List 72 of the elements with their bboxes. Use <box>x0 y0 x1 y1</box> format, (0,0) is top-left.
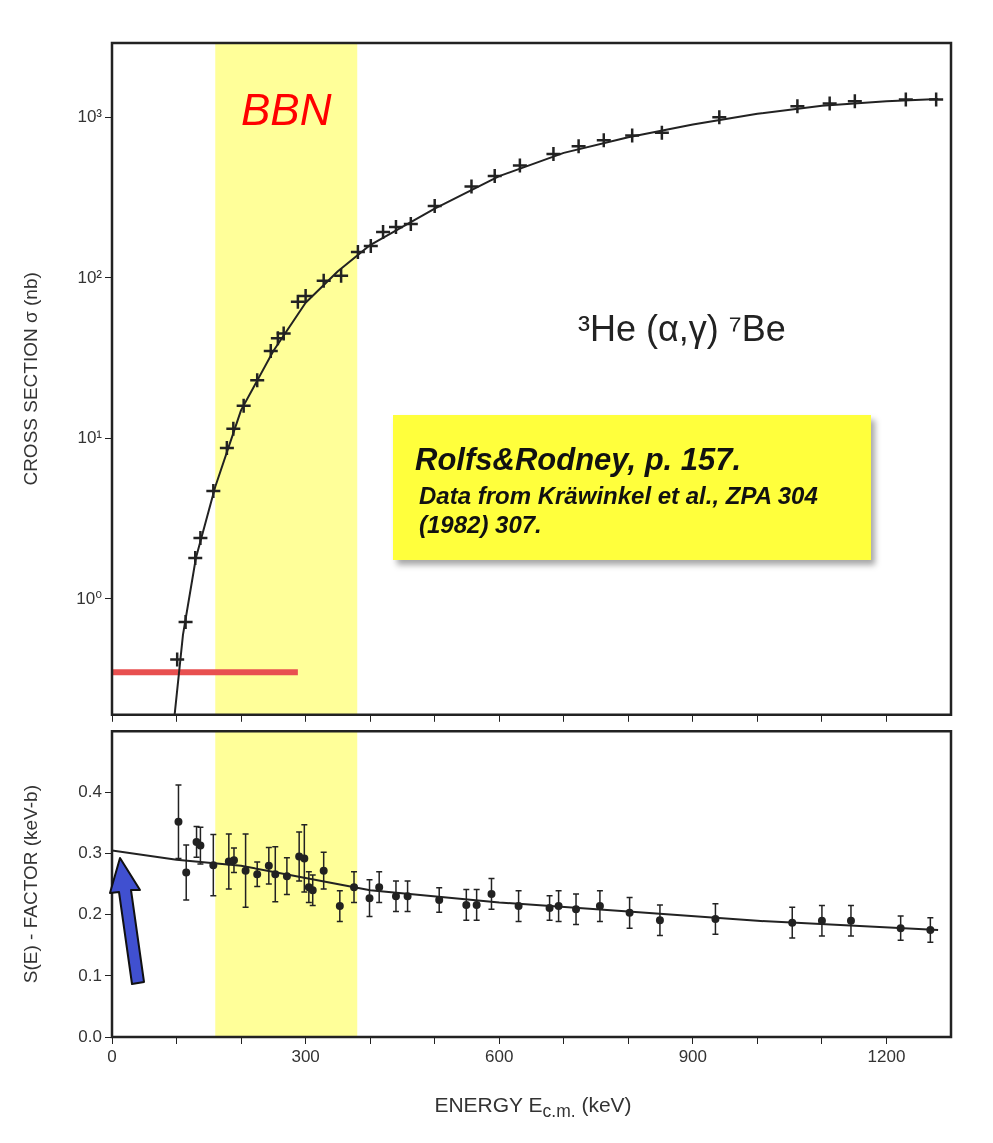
y-tick-label: 0.4 <box>78 782 102 802</box>
point <box>896 924 905 933</box>
point <box>545 903 554 912</box>
point <box>315 272 332 289</box>
point <box>545 145 562 163</box>
y-tick-label: 10⁰ <box>76 588 103 608</box>
point <box>289 293 307 310</box>
point <box>168 651 186 668</box>
point <box>625 908 634 917</box>
y-tick-label: 10² <box>77 267 103 287</box>
point <box>332 267 350 285</box>
point <box>472 900 481 909</box>
point <box>300 854 309 863</box>
point <box>897 91 915 108</box>
point <box>554 902 563 911</box>
y-axis-title: S(E) - FACTOR (keV-b) <box>19 785 41 984</box>
point <box>248 372 266 389</box>
point <box>297 287 314 305</box>
point <box>570 137 587 155</box>
point <box>846 92 864 110</box>
point <box>403 892 412 901</box>
point <box>177 613 194 631</box>
point <box>187 549 204 567</box>
point <box>362 237 380 255</box>
y-tick-label: 0.3 <box>78 843 102 863</box>
y-tick-label: 10³ <box>77 106 103 126</box>
point <box>218 439 236 457</box>
point <box>275 325 292 342</box>
point <box>711 109 728 126</box>
point <box>486 167 503 185</box>
annotation: ³He (α,γ) ⁷Be <box>578 308 786 350</box>
point <box>262 342 280 360</box>
point <box>511 157 529 174</box>
point <box>789 98 806 115</box>
x-tick-label: 1200 <box>867 1046 906 1066</box>
x-tick-label: 600 <box>485 1046 514 1066</box>
band-label: BBN <box>241 85 332 135</box>
point <box>711 914 720 923</box>
annotation: Rolfs&Rodney, p. 157. <box>415 441 743 479</box>
note-box: Rolfs&Rodney, p. 157. Data from Kräwinkel et al., ZPA 304 (1982) 307. <box>393 415 871 560</box>
point <box>235 397 252 414</box>
point <box>349 243 367 261</box>
point <box>623 127 641 144</box>
point <box>402 215 420 233</box>
point <box>514 902 523 911</box>
x-tick-label: 900 <box>678 1046 708 1066</box>
point <box>463 178 480 195</box>
point <box>205 482 222 500</box>
point <box>595 131 613 149</box>
point <box>821 95 838 112</box>
point <box>462 900 471 909</box>
x-axis-title: ENERGY E$_{c.m.}$ (keV) <box>433 1093 633 1123</box>
point <box>927 91 945 108</box>
y-tick-label: 0.2 <box>78 904 102 924</box>
point <box>926 925 935 934</box>
point <box>209 861 218 870</box>
x-tick-label: 0 <box>107 1046 117 1066</box>
point <box>653 124 671 142</box>
annotation: Data from Kräwinkel et al., ZPA 304 (1982) 307. <box>419 482 819 540</box>
point <box>387 218 405 236</box>
y-tick-label: 0.0 <box>78 1026 102 1046</box>
point <box>225 420 242 437</box>
point <box>319 866 328 875</box>
y-tick-label: 0.1 <box>78 965 102 985</box>
point <box>174 817 183 826</box>
point <box>426 197 443 215</box>
y-axis-title: CROSS SECTION σ (nb) <box>19 272 41 486</box>
x-tick-label: 300 <box>291 1046 320 1066</box>
point <box>374 223 392 241</box>
y-tick-label: 10¹ <box>77 428 103 448</box>
point <box>271 870 280 879</box>
point <box>192 529 209 547</box>
